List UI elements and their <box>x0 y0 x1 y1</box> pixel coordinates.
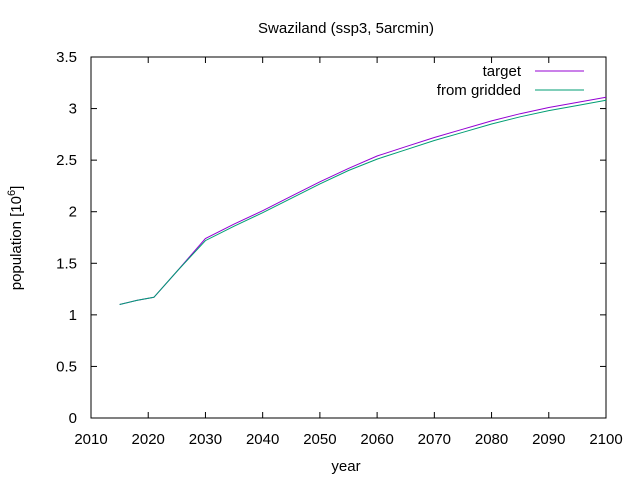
y-tick-label: 2 <box>69 204 77 221</box>
x-axis-label: year <box>331 458 360 475</box>
y-tick-label: 1 <box>69 307 77 324</box>
x-axis: 2010 2020 2030 2040 2050 2060 2070 2080 2090 2100 <box>74 57 623 448</box>
x-tick-label: 2030 <box>189 431 222 448</box>
x-tick-label: 2060 <box>360 431 393 448</box>
y-axis-label-exponent: 6 <box>6 190 18 196</box>
y-tick-label: 2.5 <box>56 152 77 169</box>
legend-label-from-gridded: from gridded <box>437 82 521 99</box>
y-axis-label: population [106] <box>6 186 25 291</box>
x-tick-label: 2080 <box>475 431 508 448</box>
y-axis-label-base: population [10 <box>8 196 25 290</box>
legend: target from gridded <box>437 63 584 99</box>
y-tick-label: 0.5 <box>56 358 77 375</box>
x-tick-label: 2050 <box>303 431 336 448</box>
x-tick-label: 2010 <box>74 431 107 448</box>
x-tick-label: 2090 <box>532 431 565 448</box>
y-tick-label: 0 <box>69 410 77 427</box>
y-tick-label: 3.5 <box>56 49 77 66</box>
y-axis: 0 0.5 1 1.5 2 2.5 3 3.5 <box>56 49 606 427</box>
series-line-from-gridded <box>119 99 607 305</box>
x-tick-label: 2020 <box>132 431 165 448</box>
x-tick-label: 2040 <box>246 431 279 448</box>
series-line-target <box>119 96 607 305</box>
y-axis-label-close: ] <box>8 186 25 190</box>
chart-title: Swaziland (ssp3, 5arcmin) <box>258 20 434 37</box>
x-tick-label: 2100 <box>589 431 622 448</box>
x-tick-label: 2070 <box>418 431 451 448</box>
plot-frame <box>90 56 607 419</box>
y-tick-label: 3 <box>69 101 77 118</box>
series-lines <box>119 96 607 305</box>
legend-label-target: target <box>483 63 522 80</box>
y-tick-label: 1.5 <box>56 255 77 272</box>
